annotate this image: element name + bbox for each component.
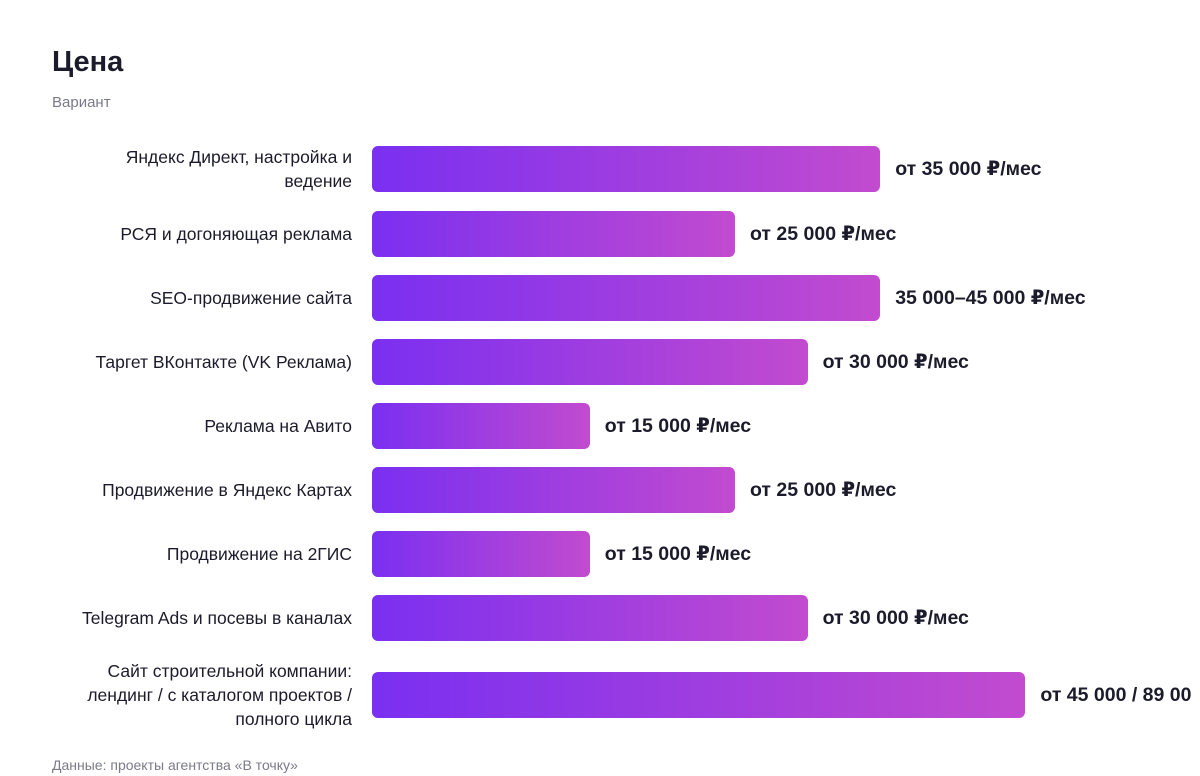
category-label: Яндекс Директ, настройка и ведение: [125, 147, 352, 191]
value-label: от 15 000 ₽/мес: [604, 543, 752, 565]
bar-rows: Яндекс Директ, настройка и ведение от 35 …: [0, 145, 1200, 731]
value-label: от 30 000 ₽/мес: [822, 351, 969, 373]
category-label: Продвижение в Яндекс Картах: [102, 480, 352, 500]
value-label: от 15 000 ₽/мес: [604, 415, 752, 437]
bar: [372, 595, 808, 641]
value-label: от 25 000 ₽/мес: [750, 223, 897, 245]
bar-row: Таргет ВКонтакте (VK Реклама) от 30 000 ₽…: [0, 339, 1200, 385]
category-label: Telegram Ads и посевы в каналах: [82, 608, 352, 628]
bar: [372, 531, 590, 577]
bar-row: Реклама на Авито от 15 000 ₽/мес: [0, 403, 1200, 449]
category-label: Таргет ВКонтакте (VK Реклама): [95, 352, 352, 372]
value-label: 35 000–45 000 ₽/мес: [895, 287, 1086, 309]
bar-row: Яндекс Директ, настройка и ведение от 35 …: [0, 145, 1200, 193]
bar: [372, 403, 590, 449]
bar: [372, 467, 735, 513]
category-label: SEO-продвижение сайта: [150, 288, 352, 308]
category-label: Продвижение на 2ГИС: [166, 544, 352, 564]
bar-row: РСЯ и догоняющая реклама от 25 000 ₽/мес: [0, 211, 1200, 257]
bar: [372, 339, 808, 385]
category-label: Реклама на Авито: [204, 416, 352, 436]
bar: [372, 672, 1026, 718]
bar: [372, 211, 735, 257]
bar-row: Сайт строительной компании: лендинг / с …: [0, 659, 1200, 731]
chart-title: Цена: [52, 46, 124, 78]
value-label: от 45 000 / 89 00: [1040, 683, 1192, 706]
bar: [372, 275, 881, 321]
bar-row: Telegram Ads и посевы в каналах от 30 000…: [0, 595, 1200, 641]
category-label: РСЯ и догоняющая реклама: [120, 224, 352, 244]
bar-row: Продвижение на 2ГИС от 15 000 ₽/мес: [0, 531, 1200, 577]
source-note: Данные: проекты агентства «В точку»: [52, 757, 298, 773]
category-label: Сайт строительной компании: лендинг / с …: [87, 661, 352, 729]
value-label: от 30 000 ₽/мес: [822, 607, 969, 629]
bar-row: Продвижение в Яндекс Картах от 25 000 ₽/м…: [0, 467, 1200, 513]
chart-subtitle: Вариант: [52, 94, 111, 111]
bar: [372, 146, 881, 192]
bar-row: SEO-продвижение сайта 35 000–45 000 ₽/мес: [0, 275, 1200, 321]
value-label: от 25 000 ₽/мес: [750, 479, 897, 501]
value-label: от 35 000 ₽/мес: [895, 158, 1042, 180]
